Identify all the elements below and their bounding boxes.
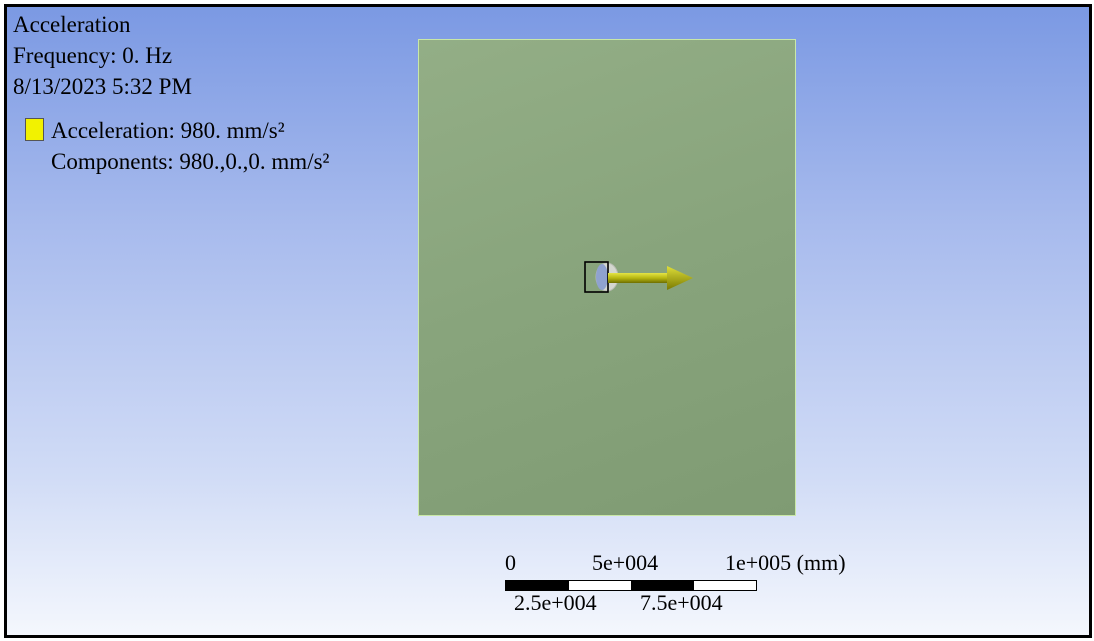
- scale-tick-label: 1e+005 (mm): [725, 550, 846, 575]
- legend-color-swatch: [25, 118, 44, 141]
- scale-bar: 0 5e+004 1e+005 (mm) 2.5e+004 7.5e+004: [497, 550, 846, 621]
- legend-row-acceleration: Acceleration: 980. mm/s²: [25, 115, 329, 146]
- load-title: Acceleration: [13, 12, 131, 37]
- graphics-viewport[interactable]: Acceleration Frequency: 0. Hz 8/13/2023 …: [4, 4, 1092, 638]
- legend-row-components: Components: 980.,0.,0. mm/s²: [25, 146, 329, 177]
- acceleration-value-label: Acceleration: 980. mm/s²: [51, 118, 285, 143]
- scale-tick-label: 0: [505, 550, 516, 575]
- legend: Acceleration: 980. mm/s² Components: 980…: [25, 115, 329, 177]
- timestamp-label: 8/13/2023 5:32 PM: [13, 74, 192, 99]
- acceleration-arrow-icon: [584, 261, 693, 293]
- scale-tick-label: 7.5e+004: [640, 590, 723, 615]
- scale-bar-segments: [505, 580, 757, 591]
- annotation-header: Acceleration Frequency: 0. Hz 8/13/2023 …: [13, 9, 192, 102]
- components-value-label: Components: 980.,0.,0. mm/s²: [51, 149, 330, 174]
- scale-tick-label: 5e+004: [592, 550, 659, 575]
- frequency-label: Frequency: 0. Hz: [13, 43, 173, 68]
- scale-tick-label: 2.5e+004: [514, 590, 597, 615]
